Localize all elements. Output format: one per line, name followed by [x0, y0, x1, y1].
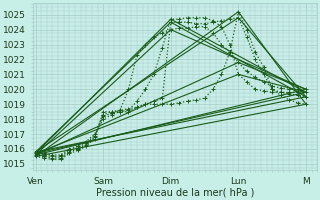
- X-axis label: Pression niveau de la mer( hPa ): Pression niveau de la mer( hPa ): [96, 187, 254, 197]
